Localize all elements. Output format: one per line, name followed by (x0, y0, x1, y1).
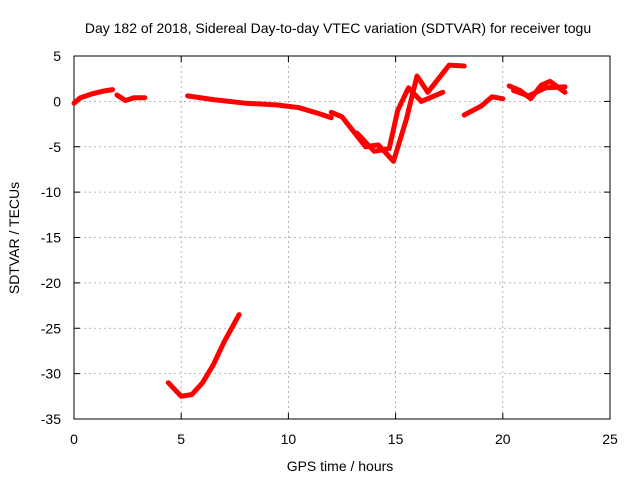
y-tick-label: -20 (41, 275, 61, 291)
series-track-7 (461, 94, 506, 118)
grid-layer (74, 56, 610, 419)
series-track-1 (71, 87, 116, 106)
series-track-3 (185, 93, 334, 121)
x-tick-label: 0 (70, 431, 78, 447)
series-track-2 (114, 92, 148, 103)
y-tick-label: -10 (41, 184, 61, 200)
chart-title: Day 182 of 2018, Sidereal Day-to-day VTE… (85, 20, 591, 36)
y-tick-label: -35 (41, 411, 61, 427)
series-layer (71, 62, 568, 399)
y-axis-label: SDTVAR / TECUs (6, 182, 22, 294)
y-tick-label: -25 (41, 320, 61, 336)
x-tick-label: 20 (495, 431, 511, 447)
x-tick-label: 15 (388, 431, 404, 447)
y-tick-label: -30 (41, 366, 61, 382)
series-track-5 (354, 85, 446, 154)
y-tick-label: -5 (49, 139, 62, 155)
series-track-9 (511, 84, 568, 99)
series-track-6 (165, 312, 242, 399)
x-tick-label: 25 (602, 431, 618, 447)
series-track-4 (328, 62, 467, 164)
x-tick-label: 10 (281, 431, 297, 447)
x-tick-label: 5 (177, 431, 185, 447)
x-axis-label: GPS time / hours (287, 458, 394, 474)
y-tick-label: 0 (53, 93, 61, 109)
y-tick-label: -15 (41, 230, 61, 246)
tick-layer: 0 5 10 15 20 25 5 0 -5 -10 -15 -20 -25 -30 -35 (41, 48, 618, 447)
y-tick-label: 5 (53, 48, 61, 64)
